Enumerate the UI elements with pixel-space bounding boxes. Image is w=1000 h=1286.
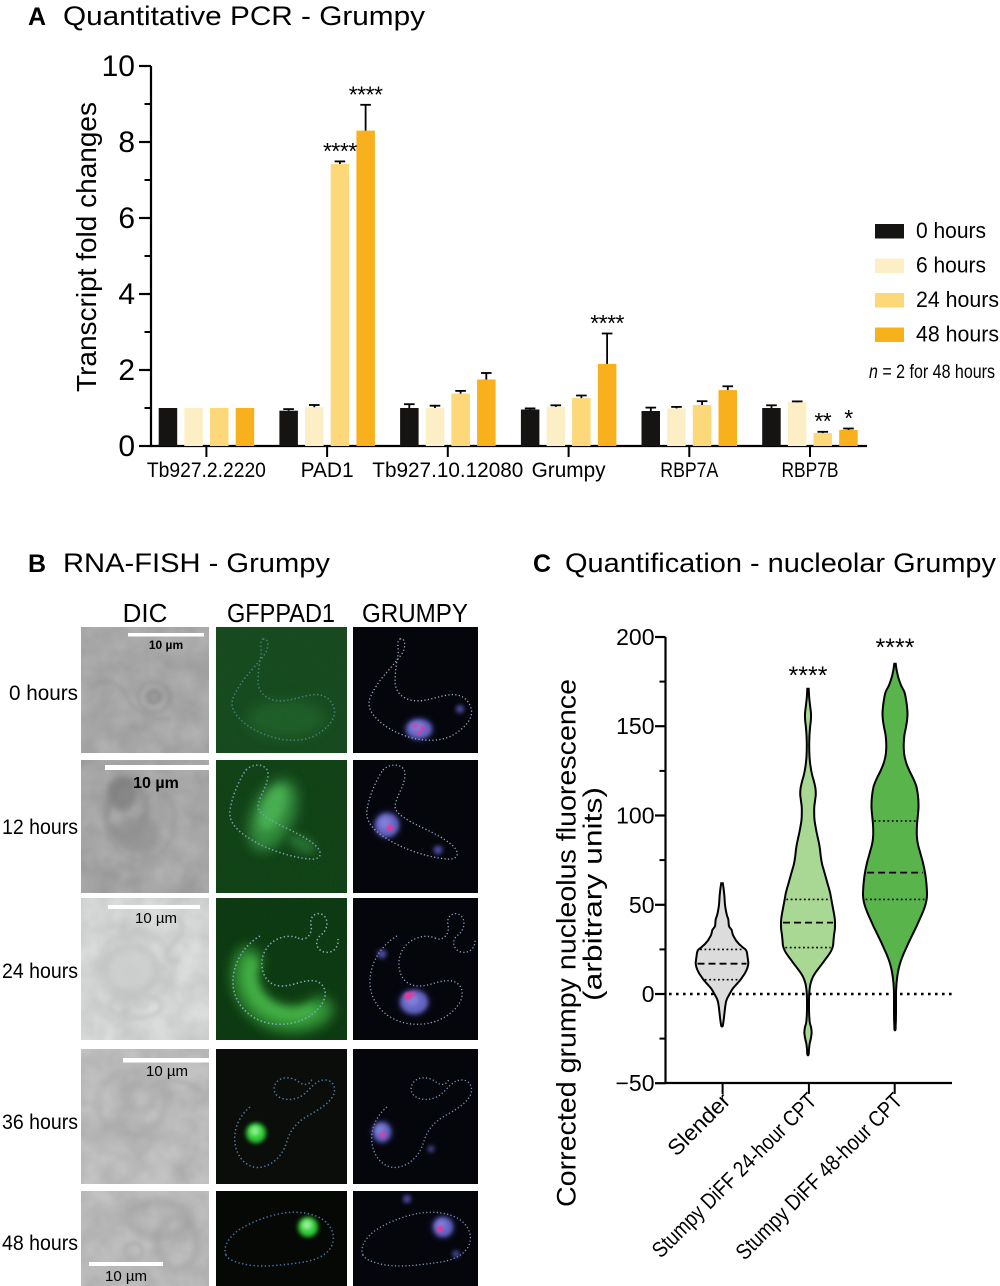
svg-text:2: 2 bbox=[118, 354, 135, 387]
svg-text:RBP7A: RBP7A bbox=[660, 459, 718, 482]
svg-text:Transcript fold changes: Transcript fold changes bbox=[71, 102, 102, 392]
svg-text:6: 6 bbox=[118, 202, 135, 235]
svg-text:****: **** bbox=[590, 310, 624, 336]
svg-text:10 µm: 10 µm bbox=[133, 775, 179, 792]
svg-text:Quantification - nucleolar Gru: Quantification - nucleolar Grumpy bbox=[565, 548, 997, 578]
svg-text:Tb927.2.2220: Tb927.2.2220 bbox=[147, 459, 266, 482]
svg-text:0: 0 bbox=[118, 430, 135, 463]
svg-text:12 hours: 12 hours bbox=[2, 815, 78, 839]
svg-text:**: ** bbox=[814, 408, 831, 434]
svg-text:n = 2 for 48 hours: n = 2 for 48 hours bbox=[869, 361, 995, 383]
svg-text:50: 50 bbox=[629, 892, 655, 918]
svg-text:****: **** bbox=[349, 81, 383, 107]
svg-text:C: C bbox=[533, 550, 551, 578]
svg-text:10: 10 bbox=[102, 50, 135, 83]
svg-text:RNA-FISH - Grumpy: RNA-FISH - Grumpy bbox=[63, 548, 331, 578]
svg-text:(arbitrary units): (arbitrary units) bbox=[578, 787, 608, 1001]
svg-text:6 hours: 6 hours bbox=[916, 253, 986, 278]
svg-text:48 hours: 48 hours bbox=[2, 1231, 78, 1255]
svg-text:Grumpy: Grumpy bbox=[532, 459, 606, 482]
svg-text:DIC: DIC bbox=[123, 598, 168, 628]
svg-text:Quantitative PCR - Grumpy: Quantitative PCR - Grumpy bbox=[63, 1, 426, 31]
svg-text:0: 0 bbox=[642, 981, 655, 1007]
svg-text:100: 100 bbox=[616, 803, 654, 829]
svg-text:****: **** bbox=[323, 138, 357, 164]
svg-text:****: **** bbox=[789, 662, 828, 690]
svg-text:0 hours: 0 hours bbox=[916, 218, 986, 243]
svg-text:GFPPAD1: GFPPAD1 bbox=[227, 598, 335, 628]
svg-text:10 µm: 10 µm bbox=[135, 910, 177, 927]
svg-text:A: A bbox=[28, 3, 46, 31]
svg-text:36 hours: 36 hours bbox=[2, 1110, 78, 1134]
svg-text:48 hours: 48 hours bbox=[916, 322, 999, 347]
svg-text:0 hours: 0 hours bbox=[9, 681, 78, 705]
svg-text:PAD1: PAD1 bbox=[301, 459, 354, 482]
svg-text:8: 8 bbox=[118, 126, 135, 159]
svg-text:24 hours: 24 hours bbox=[2, 959, 78, 983]
svg-text:200: 200 bbox=[616, 624, 654, 650]
svg-text:−50: −50 bbox=[615, 1070, 654, 1096]
svg-text:Corrected grumpy nucleolus flu: Corrected grumpy nucleolus fluorescence bbox=[552, 679, 582, 1207]
svg-text:150: 150 bbox=[616, 713, 654, 739]
svg-text:10 µm: 10 µm bbox=[149, 638, 183, 652]
svg-text:*: * bbox=[844, 405, 853, 431]
svg-text:****: **** bbox=[876, 634, 915, 662]
svg-text:10 µm: 10 µm bbox=[105, 1268, 147, 1285]
svg-text:4: 4 bbox=[118, 278, 135, 311]
svg-text:GRUMPY: GRUMPY bbox=[362, 598, 468, 628]
svg-text:10 µm: 10 µm bbox=[146, 1063, 188, 1080]
svg-text:24 hours: 24 hours bbox=[916, 287, 999, 312]
svg-text:B: B bbox=[28, 550, 46, 578]
svg-text:RBP7B: RBP7B bbox=[782, 459, 839, 482]
svg-text:Tb927.10.12080: Tb927.10.12080 bbox=[372, 459, 523, 482]
